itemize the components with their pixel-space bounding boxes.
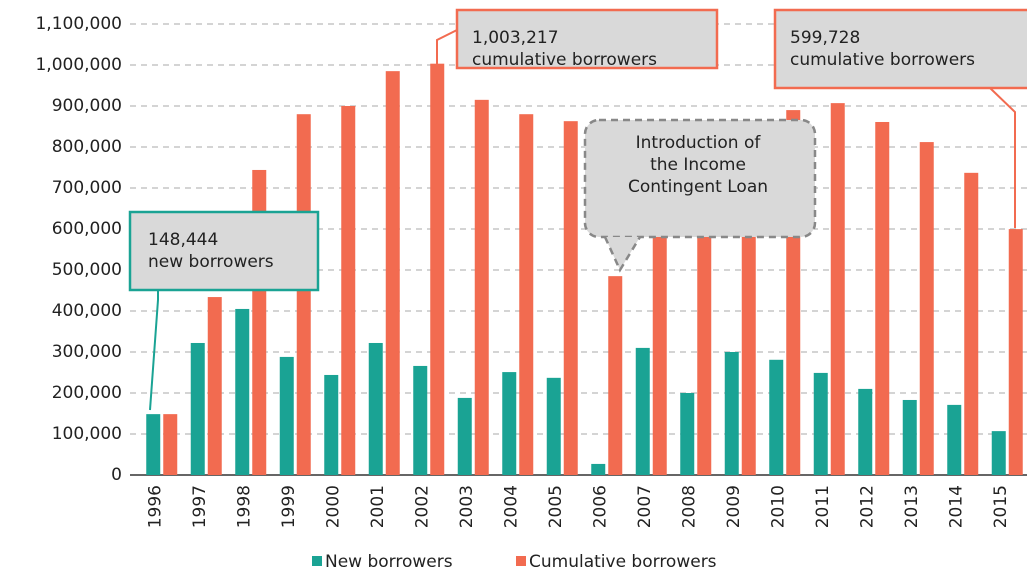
bar xyxy=(991,431,1006,475)
annotation-tail xyxy=(605,237,640,270)
annotation-leader xyxy=(989,87,1016,228)
bar xyxy=(163,414,178,475)
bar xyxy=(385,71,400,476)
x-tick-label: 2012 xyxy=(857,485,877,528)
bar xyxy=(591,463,606,475)
x-tick-label: 2001 xyxy=(368,485,388,528)
bar xyxy=(902,399,917,475)
annotation-tail-border xyxy=(603,236,642,273)
bar xyxy=(207,297,222,475)
bar xyxy=(190,342,205,475)
annotation-text: 599,728 xyxy=(790,28,860,48)
annotation-text: new borrowers xyxy=(148,252,274,272)
annotation-text: cumulative borrowers xyxy=(790,50,975,70)
bar xyxy=(830,103,845,475)
bar xyxy=(563,121,578,476)
annotation-box xyxy=(773,8,1027,90)
bar xyxy=(368,342,383,475)
x-tick-label: 2014 xyxy=(946,485,966,528)
x-tick-label: 2003 xyxy=(457,485,477,528)
annotation-text: Contingent Loan xyxy=(628,177,768,197)
bar xyxy=(769,359,784,475)
x-tick-label: 2008 xyxy=(679,485,699,528)
bar xyxy=(457,397,472,475)
bar xyxy=(146,414,161,475)
legend-swatch xyxy=(516,556,526,566)
bar xyxy=(724,352,739,475)
annotation-box xyxy=(128,210,320,292)
x-tick-label: 2010 xyxy=(768,485,788,528)
y-tick-label: 900,000 xyxy=(52,96,122,116)
y-tick-label: 1,100,000 xyxy=(35,14,122,34)
annotation-text: Introduction of xyxy=(636,133,762,153)
x-tick-label: 2007 xyxy=(635,485,655,528)
x-tick-label: 1997 xyxy=(190,485,210,528)
x-tick-label: 2006 xyxy=(590,485,610,528)
bar xyxy=(608,276,623,475)
bar xyxy=(235,308,250,475)
bar xyxy=(1008,229,1023,475)
bar xyxy=(697,183,712,475)
bar xyxy=(279,356,294,475)
bar xyxy=(474,99,489,475)
annotation-leader xyxy=(436,29,458,64)
annotation-leader xyxy=(149,290,159,411)
annotation-text: 1,003,217 xyxy=(472,28,559,48)
bar xyxy=(296,114,311,475)
x-tick-label: 2013 xyxy=(902,485,922,528)
x-tick-label: 1998 xyxy=(234,485,254,528)
annotation-text: cumulative borrowers xyxy=(472,50,657,70)
bar xyxy=(324,374,339,475)
x-tick-label: 2009 xyxy=(724,485,744,528)
x-tick-label: 2000 xyxy=(323,485,343,528)
annotation-text: the Income xyxy=(650,155,746,175)
x-tick-label: 2004 xyxy=(501,485,521,528)
bar xyxy=(875,121,890,476)
bar xyxy=(680,393,695,475)
y-tick-label: 0 xyxy=(111,465,122,485)
y-tick-label: 700,000 xyxy=(52,178,122,198)
legend-swatch xyxy=(312,556,322,566)
bar xyxy=(341,106,356,475)
y-tick-label: 800,000 xyxy=(52,137,122,157)
bar xyxy=(964,172,979,475)
bar xyxy=(919,142,934,475)
x-tick-label: 2011 xyxy=(813,485,833,528)
y-tick-label: 1,000,000 xyxy=(35,55,122,75)
x-tick-label: 2005 xyxy=(546,485,566,528)
x-tick-label: 1996 xyxy=(145,485,165,528)
bar xyxy=(635,347,650,475)
annotation-text: 148,444 xyxy=(148,230,218,250)
annotation-box xyxy=(583,118,817,239)
bar xyxy=(652,178,667,475)
y-tick-label: 100,000 xyxy=(52,424,122,444)
x-tick-label: 1999 xyxy=(279,485,299,528)
bar xyxy=(430,63,445,475)
legend-label: New borrowers xyxy=(325,552,453,572)
bar xyxy=(502,372,517,475)
bar xyxy=(519,114,534,475)
bar xyxy=(858,388,873,475)
y-tick-label: 400,000 xyxy=(52,301,122,321)
y-tick-label: 300,000 xyxy=(52,342,122,362)
bar xyxy=(947,404,962,475)
y-tick-label: 500,000 xyxy=(52,260,122,280)
bar xyxy=(413,365,428,475)
bar xyxy=(546,377,561,475)
x-tick-label: 2002 xyxy=(412,485,432,528)
bar xyxy=(813,372,828,475)
y-tick-label: 200,000 xyxy=(52,383,122,403)
y-tick-label: 600,000 xyxy=(52,219,122,239)
legend-label: Cumulative borrowers xyxy=(529,552,717,572)
annotation-box xyxy=(455,8,719,70)
x-tick-label: 2015 xyxy=(991,485,1011,528)
